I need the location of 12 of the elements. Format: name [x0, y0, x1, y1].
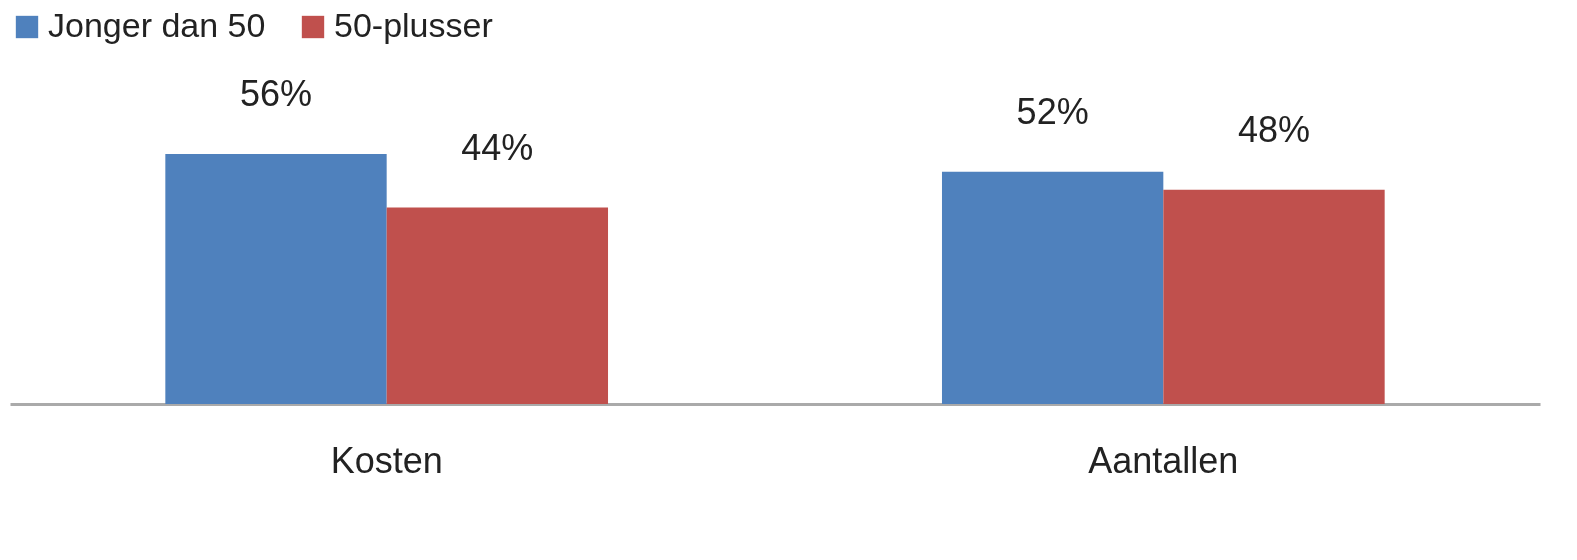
data-label: 56% [239, 73, 313, 114]
bar [165, 154, 387, 404]
legend-label: 50-plusser [334, 6, 493, 44]
x-tick-label: Kosten [330, 439, 443, 481]
bar [386, 207, 609, 404]
bar [1163, 189, 1385, 404]
data-label: 44% [461, 126, 534, 168]
legend-label: Jonger dan 50 [48, 6, 266, 44]
bar [941, 171, 1164, 404]
data-label: 52% [1016, 90, 1089, 132]
x-tick-label: Aantallen [1088, 439, 1239, 481]
data-label: 48% [1237, 108, 1311, 150]
